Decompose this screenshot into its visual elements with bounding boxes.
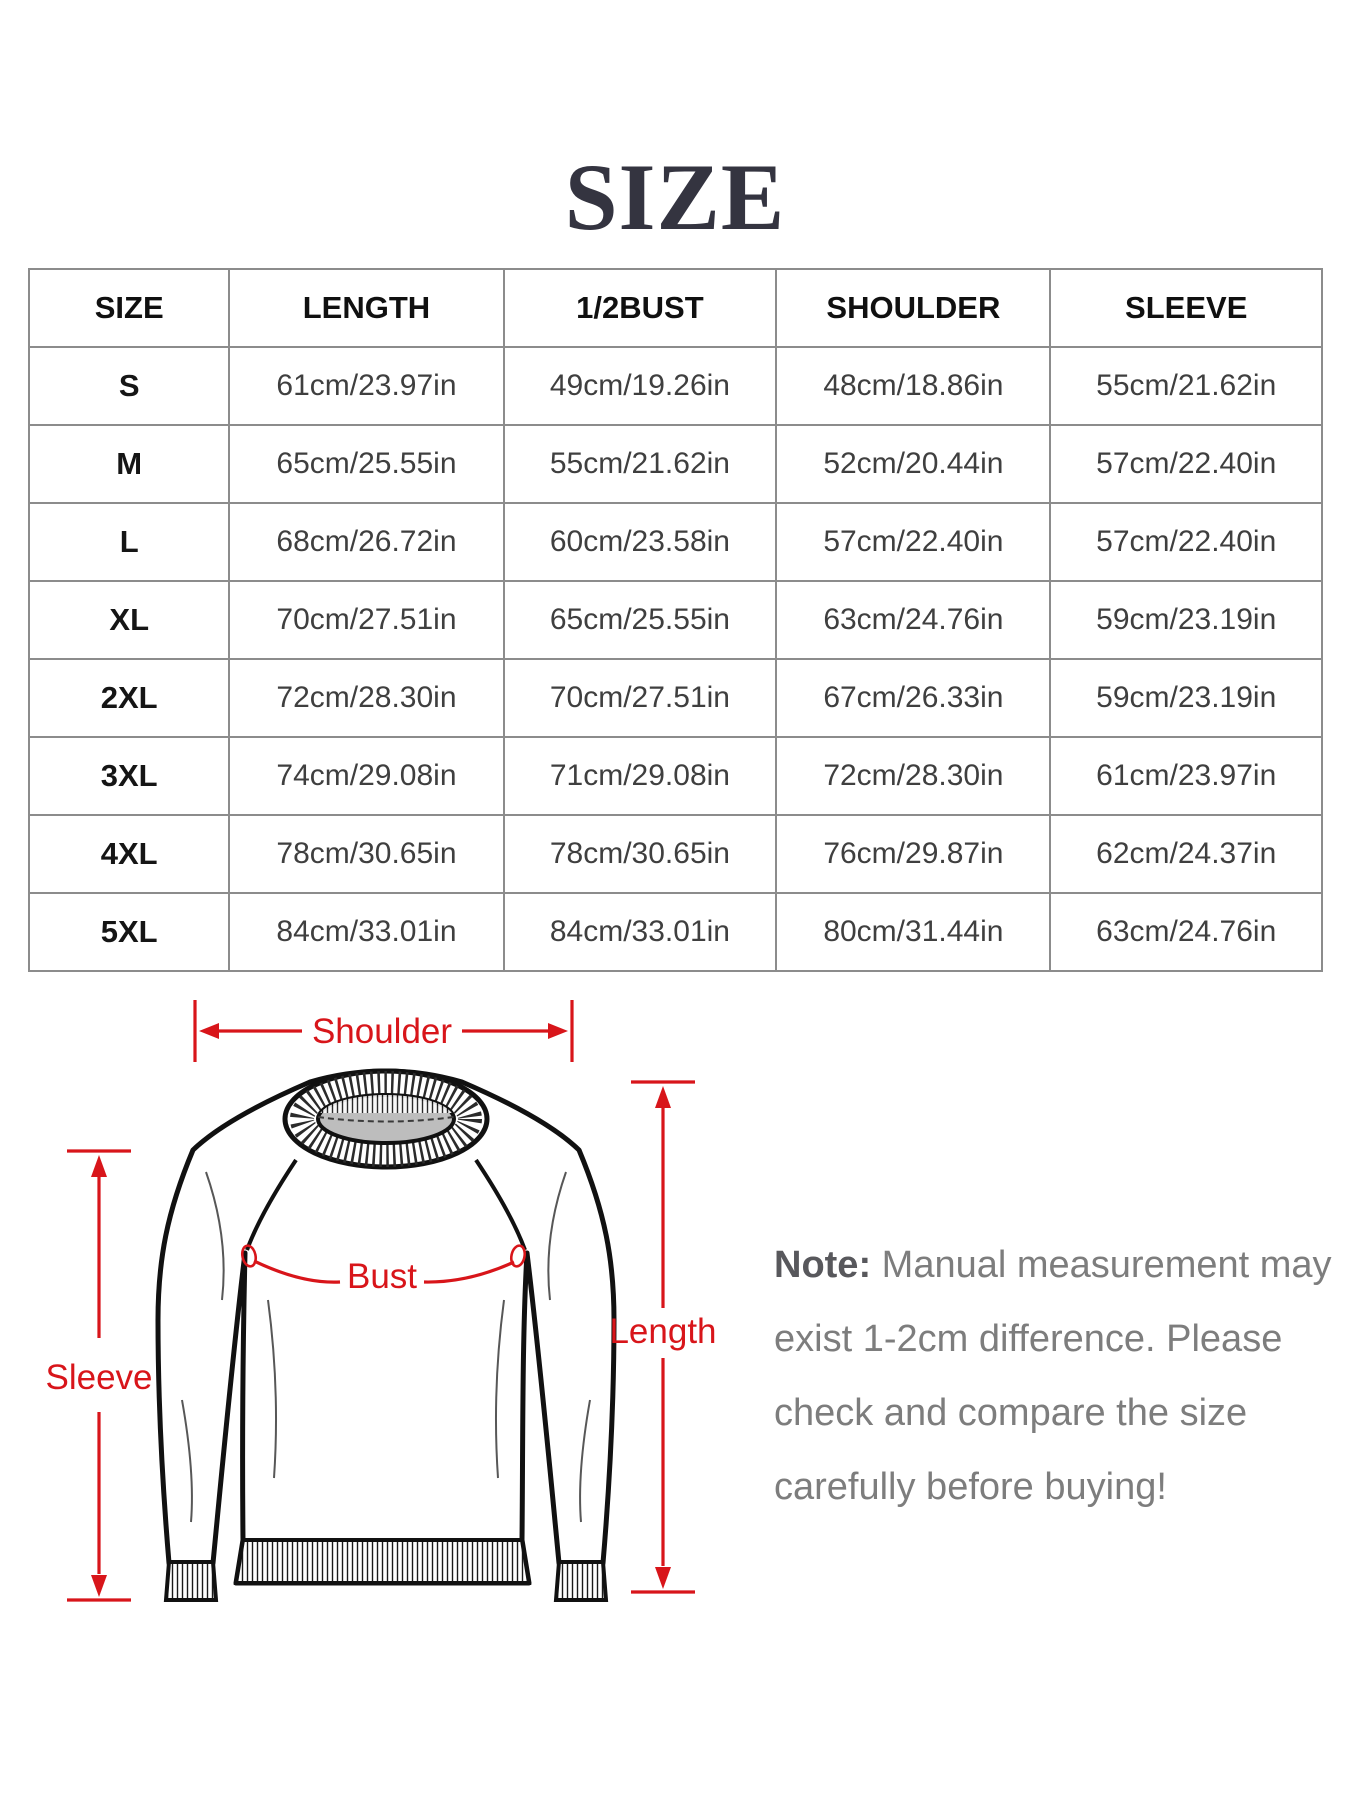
measurement-cell: 67cm/26.33in (775, 658, 1052, 738)
column-header: LENGTH (228, 268, 505, 348)
measurement-cell: 57cm/22.40in (1049, 502, 1323, 582)
measurement-cell: 84cm/33.01in (502, 892, 778, 972)
measurement-cell: 61cm/23.97in (1049, 736, 1323, 816)
size-cell: 4XL (27, 814, 231, 894)
table-row: XL 70cm/27.51in 65cm/25.55in 63cm/24.76in 59… (27, 580, 1323, 660)
column-header: SHOULDER (775, 268, 1052, 348)
size-table: SIZE LENGTH 1/2BUST SHOULDER SLEEVE S 61cm/23… (27, 268, 1323, 972)
measurement-cell: 70cm/27.51in (502, 658, 778, 738)
measurement-cell: 65cm/25.55in (228, 424, 505, 504)
measurement-cell: 57cm/22.40in (775, 502, 1052, 582)
measurement-cell: 78cm/30.65in (502, 814, 778, 894)
measurement-cell: 78cm/30.65in (228, 814, 505, 894)
measurement-cell: 65cm/25.55in (502, 580, 778, 660)
size-table-body: S 61cm/23.97in 49cm/19.26in 48cm/18.86in 55c… (27, 346, 1323, 972)
sweater-outline (155, 1068, 617, 1602)
measurement-cell: 72cm/28.30in (228, 658, 505, 738)
left-cuff-ribbing (163, 1560, 219, 1602)
measurement-cell: 63cm/24.76in (775, 580, 1052, 660)
length-label: Length (609, 1312, 716, 1351)
size-cell: M (27, 424, 231, 504)
measurement-cell: 57cm/22.40in (1049, 424, 1323, 504)
measurement-cell: 59cm/23.19in (1049, 580, 1323, 660)
table-row: 3XL 74cm/29.08in 71cm/29.08in 72cm/28.30in 6… (27, 736, 1323, 816)
measurement-cell: 59cm/23.19in (1049, 658, 1323, 738)
size-cell: L (27, 502, 231, 582)
measurement-cell: 63cm/24.76in (1049, 892, 1323, 972)
measurement-cell: 74cm/29.08in (228, 736, 505, 816)
measurement-cell: 49cm/19.26in (502, 346, 778, 426)
measurement-cell: 72cm/28.30in (775, 736, 1052, 816)
size-cell: 2XL (27, 658, 231, 738)
table-row: L 68cm/26.72in 60cm/23.58in 57cm/22.40in 57c… (27, 502, 1323, 582)
size-table-head-row: SIZE LENGTH 1/2BUST SHOULDER SLEEVE (27, 268, 1323, 348)
note-label: Note: (774, 1244, 872, 1286)
length-measure-arrow: Length (609, 1080, 717, 1594)
table-row: 2XL 72cm/28.30in 70cm/27.51in 67cm/26.33in 5… (27, 658, 1323, 738)
bust-label: Bust (347, 1257, 417, 1296)
measurement-cell: 76cm/29.87in (775, 814, 1052, 894)
measurement-cell: 68cm/26.72in (228, 502, 505, 582)
column-header: SLEEVE (1049, 268, 1323, 348)
hem-ribbing (233, 1538, 532, 1585)
sweater-measurement-diagram: Shoulder Sleeve Length (20, 860, 740, 1720)
table-row: M 65cm/25.55in 55cm/21.62in 52cm/20.44in 57c… (27, 424, 1323, 504)
measurement-cell: 61cm/23.97in (228, 346, 505, 426)
measurement-cell: 48cm/18.86in (775, 346, 1052, 426)
column-header: 1/2BUST (502, 268, 778, 348)
size-cell: XL (27, 580, 231, 660)
measurement-cell: 62cm/24.37in (1049, 814, 1323, 894)
measurement-cell: 55cm/21.62in (1049, 346, 1323, 426)
right-cuff-ribbing (553, 1560, 609, 1602)
size-cell: 3XL (27, 736, 231, 816)
collar (282, 1068, 490, 1170)
sleeve-measure-arrow: Sleeve (45, 1149, 153, 1602)
table-row: 5XL 84cm/33.01in 84cm/33.01in 80cm/31.44in 6… (27, 892, 1323, 972)
measurement-cell: 52cm/20.44in (775, 424, 1052, 504)
size-cell: 5XL (27, 892, 231, 972)
measurement-cell: 71cm/29.08in (502, 736, 778, 816)
measurement-cell: 70cm/27.51in (228, 580, 505, 660)
column-header: SIZE (27, 268, 231, 348)
note-body: Manual measurement may exist 1-2cm diffe… (774, 1244, 1332, 1508)
page-title: SIZE (564, 144, 786, 250)
table-row: 4XL 78cm/30.65in 78cm/30.65in 76cm/29.87in 6… (27, 814, 1323, 894)
size-cell: S (27, 346, 231, 426)
measurement-cell: 60cm/23.58in (502, 502, 778, 582)
measurement-cell: 84cm/33.01in (228, 892, 505, 972)
bust-measure-curve: Bust (240, 1244, 527, 1296)
shoulder-measure-arrow: Shoulder (193, 1000, 574, 1062)
measurement-cell: 55cm/21.62in (502, 424, 778, 504)
note-text: Note: Manual measurement may exist 1-2cm… (774, 1228, 1350, 1524)
measurement-cell: 80cm/31.44in (775, 892, 1052, 972)
shoulder-label: Shoulder (312, 1012, 452, 1051)
sleeve-label: Sleeve (45, 1358, 152, 1397)
table-row: S 61cm/23.97in 49cm/19.26in 48cm/18.86in 55c… (27, 346, 1323, 426)
